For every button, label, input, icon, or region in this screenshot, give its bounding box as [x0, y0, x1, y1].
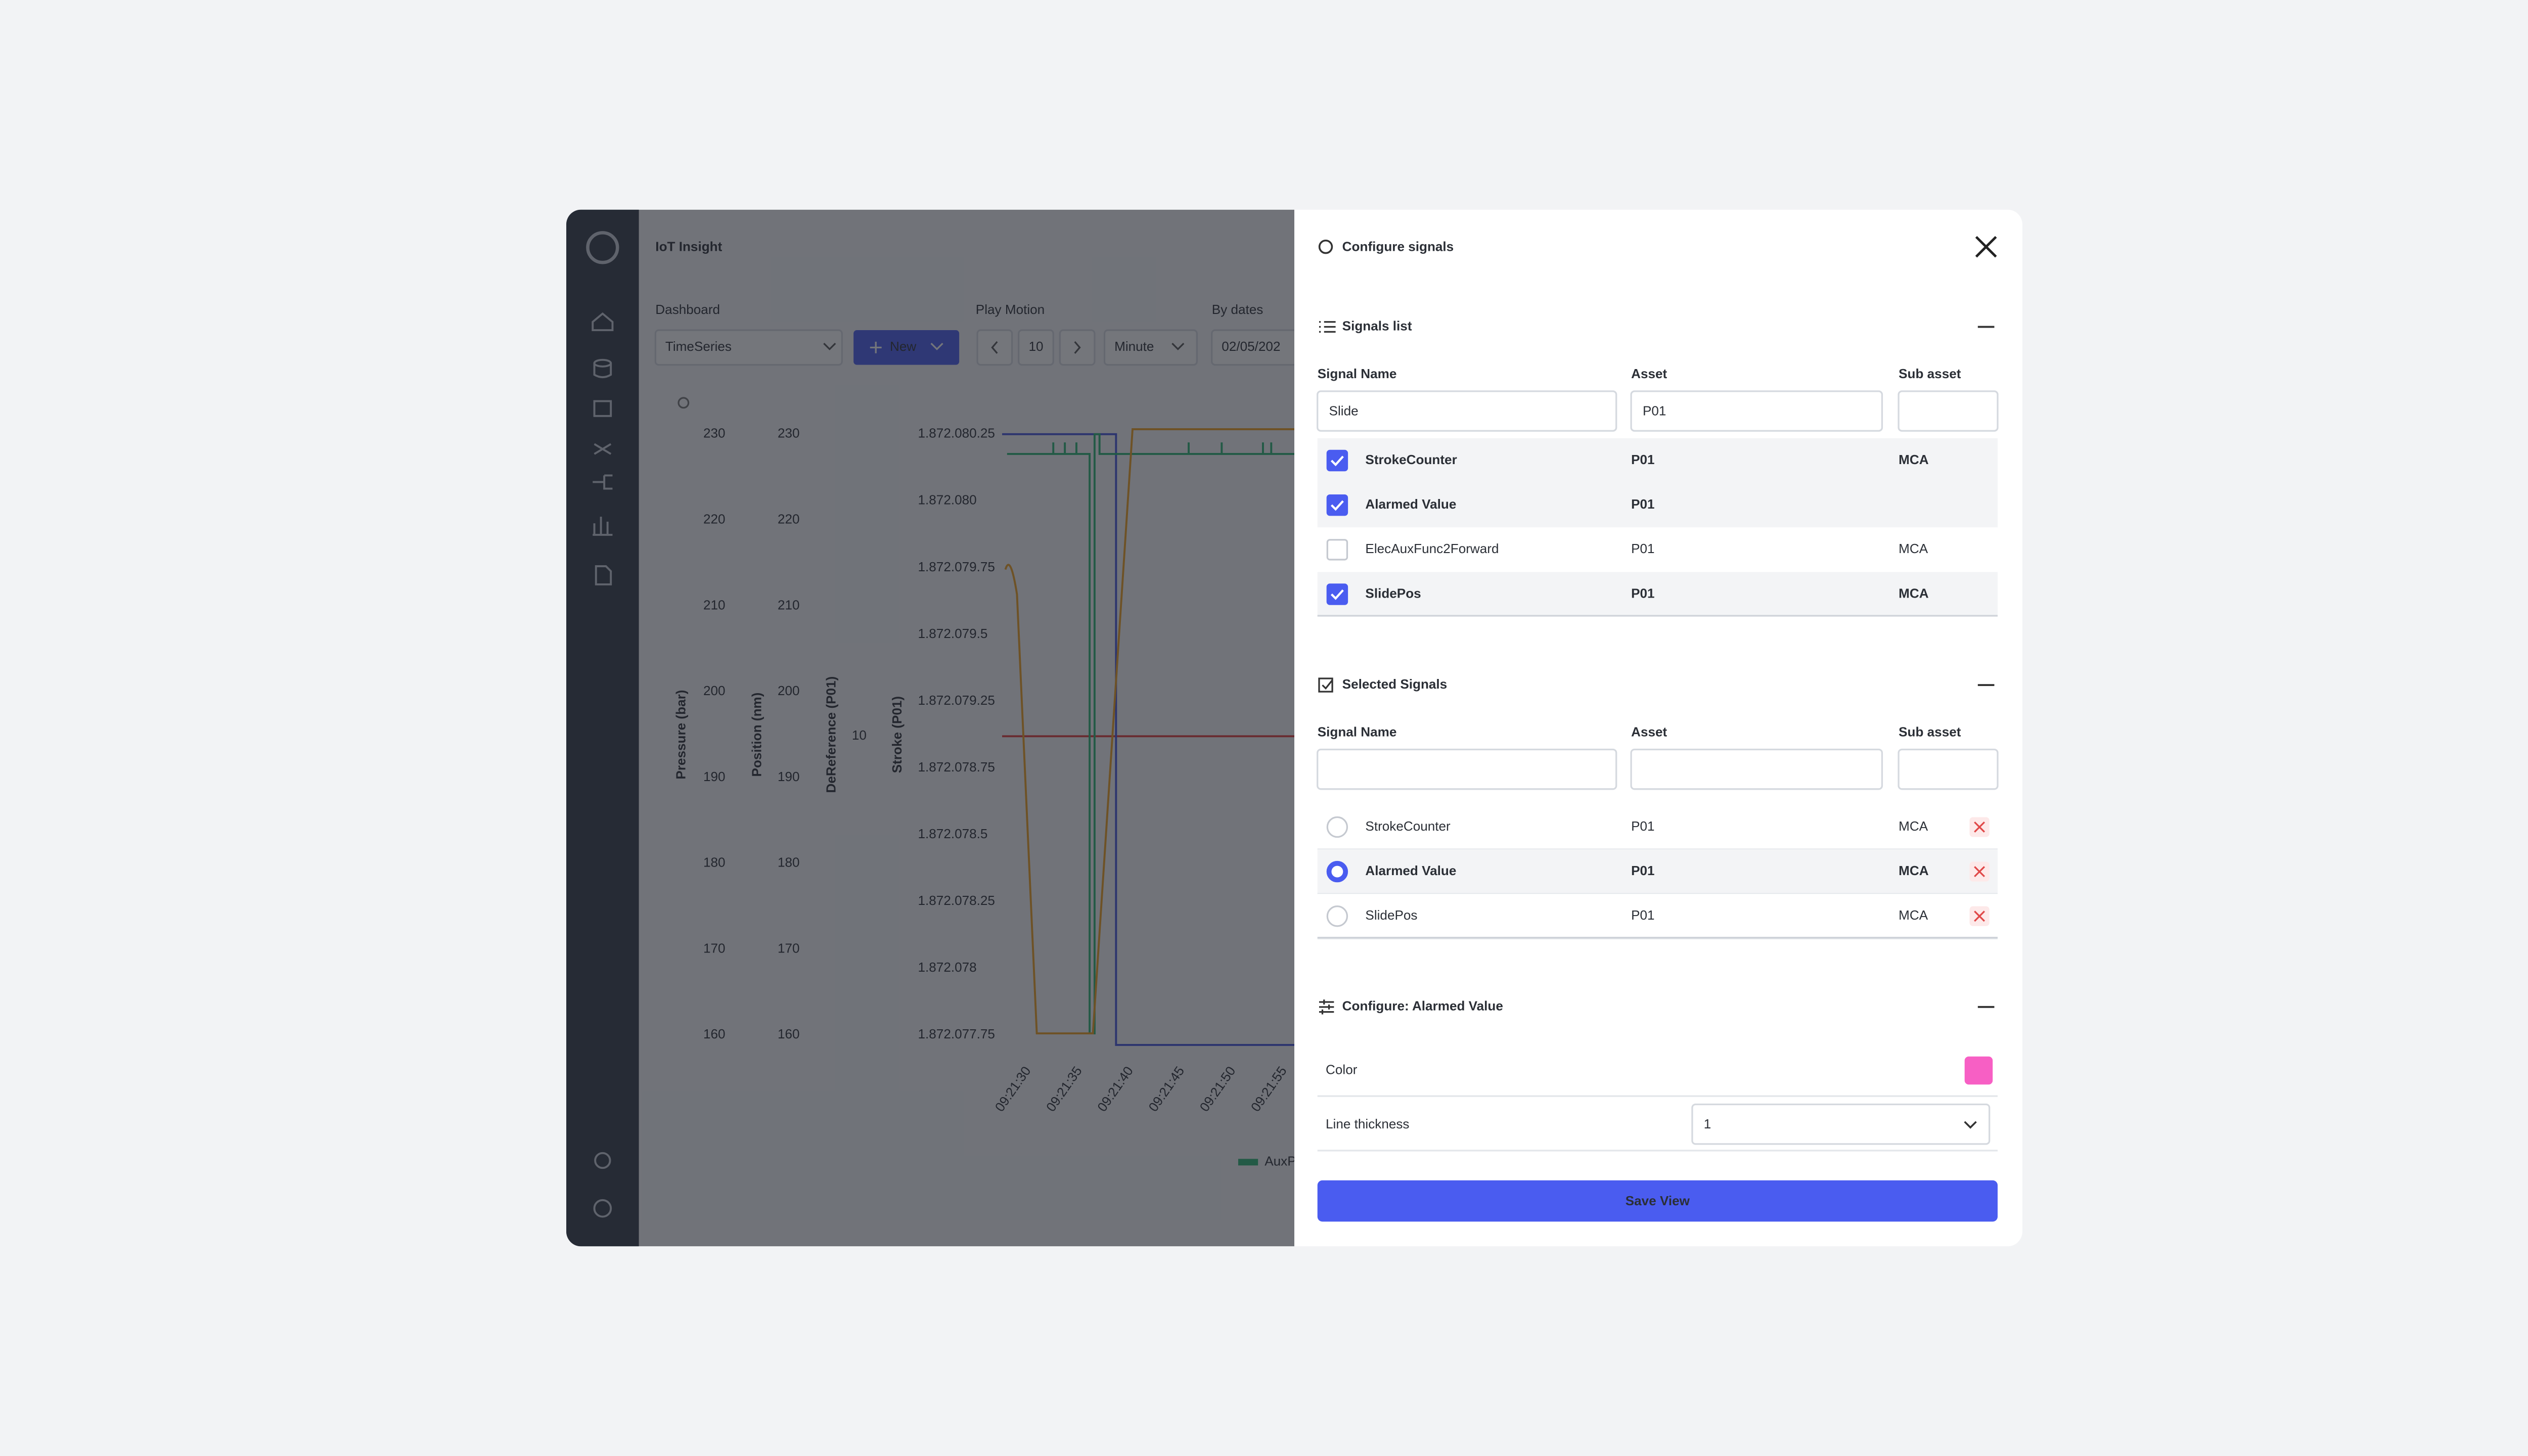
- section-title: Configure: Alarmed Value: [1342, 998, 1503, 1014]
- asset: P01: [1631, 452, 1654, 467]
- input-value: Slide: [1329, 403, 1359, 419]
- asset: P01: [1631, 585, 1654, 601]
- remove-icon: [1974, 821, 1985, 833]
- signal-name: StrokeCounter: [1365, 452, 1457, 467]
- section-icon: [1319, 999, 1334, 1015]
- remove-icon: [1974, 866, 1985, 878]
- check-mark: [1330, 500, 1344, 511]
- select-value: 1: [1704, 1116, 1711, 1131]
- sub-asset: MCA: [1899, 863, 1929, 878]
- column-label: Sub asset: [1899, 366, 1961, 381]
- close-button[interactable]: [1975, 236, 1997, 258]
- sub-asset: MCA: [1899, 818, 1928, 834]
- checkbox[interactable]: [1326, 583, 1348, 605]
- window: IoT InsightDashboardTimeSeriesNewPlay Mo…: [566, 209, 2022, 1247]
- color-swatch[interactable]: [1964, 1056, 1993, 1085]
- asset: P01: [1631, 818, 1654, 834]
- selected-row[interactable]: [1317, 849, 1998, 894]
- filter-input[interactable]: [1630, 390, 1883, 432]
- save-button[interactable]: [1317, 1180, 1998, 1222]
- asset: P01: [1631, 541, 1654, 556]
- overlay: [566, 209, 1294, 1247]
- filter-input[interactable]: [1898, 748, 1999, 790]
- column-label: Signal Name: [1318, 366, 1397, 381]
- column-label: Signal Name: [1318, 724, 1397, 740]
- chevron: [1964, 1121, 1977, 1129]
- filter-input[interactable]: [1317, 390, 1617, 432]
- signal-name: ElecAuxFunc2Forward: [1365, 541, 1499, 556]
- signal-row[interactable]: [1317, 483, 1998, 528]
- signal-row[interactable]: [1317, 572, 1998, 617]
- signal-name: Alarmed Value: [1365, 496, 1456, 512]
- input-value: P01: [1643, 403, 1666, 419]
- checkbox[interactable]: [1326, 449, 1348, 472]
- checkbox[interactable]: [1326, 539, 1348, 561]
- asset: P01: [1631, 496, 1654, 512]
- signal-name: StrokeCounter: [1365, 818, 1451, 834]
- save-button-label: Save View: [1626, 1193, 1690, 1208]
- sub-asset: MCA: [1899, 541, 1928, 556]
- sub-asset: MCA: [1899, 452, 1929, 467]
- radio[interactable]: [1326, 905, 1348, 927]
- section-title: Signals list: [1342, 318, 1412, 333]
- modal-content: Configure signals Signals list Signal Name…: [1317, 236, 1999, 1222]
- radio[interactable]: [1326, 816, 1348, 838]
- thickness-select[interactable]: [1691, 1103, 1991, 1145]
- selected-row[interactable]: [1317, 894, 1998, 939]
- asset: P01: [1631, 863, 1654, 878]
- modal: [1294, 209, 2022, 1247]
- signal-name: Alarmed Value: [1365, 863, 1456, 878]
- section-icon: [1318, 677, 1333, 693]
- sub-asset: MCA: [1899, 907, 1928, 923]
- radio[interactable]: [1326, 860, 1348, 883]
- gear-icon: [1318, 239, 1333, 254]
- modal-title: Configure signals: [1342, 239, 1454, 254]
- signal-name: SlidePos: [1365, 907, 1417, 923]
- filter-input[interactable]: [1898, 390, 1999, 432]
- field-label: Color: [1326, 1062, 1358, 1077]
- remove-icon: [1974, 911, 1985, 922]
- checkbox[interactable]: [1326, 494, 1348, 516]
- signal-row[interactable]: [1317, 527, 1998, 572]
- asset: P01: [1631, 907, 1654, 923]
- column-label: Asset: [1631, 724, 1667, 740]
- field-label: Line thickness: [1326, 1116, 1409, 1131]
- filter-input[interactable]: [1630, 748, 1883, 790]
- check-mark: [1330, 589, 1344, 600]
- selected-row[interactable]: [1317, 804, 1998, 849]
- column-label: Sub asset: [1899, 724, 1961, 740]
- section-icon: [1319, 321, 1336, 333]
- sub-asset: MCA: [1899, 585, 1929, 601]
- signal-name: SlidePos: [1365, 585, 1421, 601]
- filter-input[interactable]: [1317, 748, 1617, 790]
- signal-row[interactable]: [1317, 438, 1998, 483]
- column-label: Asset: [1631, 366, 1667, 381]
- check-mark: [1330, 456, 1344, 467]
- section-title: Selected Signals: [1342, 676, 1448, 692]
